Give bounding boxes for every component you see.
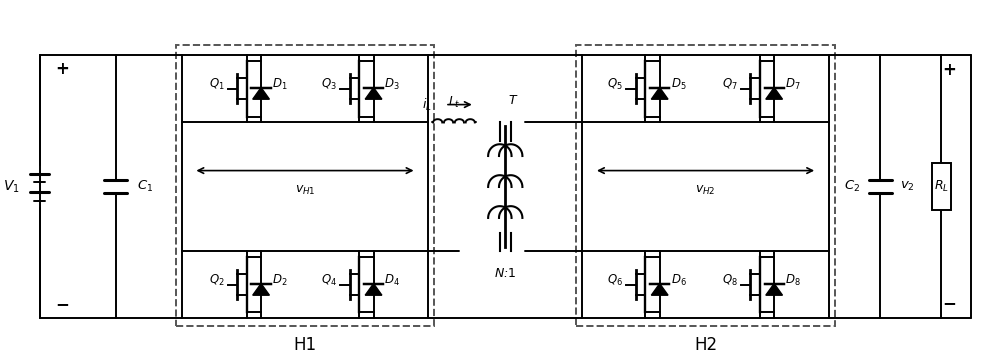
Text: $D_7$: $D_7$ [785,77,801,92]
Text: $v_{H1}$: $v_{H1}$ [295,184,315,197]
Text: $D_4$: $D_4$ [384,273,400,288]
Text: +: + [55,60,69,78]
Bar [932,163,951,210]
Text: $R_L$: $R_L$ [934,179,949,194]
Text: $D_2$: $D_2$ [272,273,287,288]
Text: $D_8$: $D_8$ [785,273,801,288]
Text: $N$:$1$: $N$:$1$ [494,267,516,280]
Polygon shape [766,284,782,295]
Text: $Q_3$: $Q_3$ [321,77,337,92]
Text: $Q_6$: $Q_6$ [607,273,623,288]
Text: $Q_4$: $Q_4$ [321,273,337,288]
Polygon shape [365,88,382,99]
Text: $L_t$: $L_t$ [448,95,460,110]
Text: +: + [942,61,956,79]
Polygon shape [651,88,668,99]
Text: $D_3$: $D_3$ [384,77,400,92]
Polygon shape [365,284,382,295]
Polygon shape [253,284,269,295]
Text: $v_{H2}$: $v_{H2}$ [695,184,716,197]
Text: H2: H2 [694,336,717,354]
Polygon shape [766,88,782,99]
Bar [176,45,434,326]
Bar [576,45,835,326]
Text: $Q_1$: $Q_1$ [209,77,225,92]
Polygon shape [651,284,668,295]
Text: $C_1$: $C_1$ [137,179,153,194]
Text: $Q_5$: $Q_5$ [607,77,623,92]
Text: H1: H1 [293,336,317,354]
Text: $Q_8$: $Q_8$ [722,273,738,288]
Text: $V_1$: $V_1$ [3,178,20,195]
Text: $D_1$: $D_1$ [272,77,287,92]
Text: $Q_7$: $Q_7$ [722,77,738,92]
Text: $T$: $T$ [508,94,518,107]
Polygon shape [253,88,269,99]
Text: $D_5$: $D_5$ [671,77,686,92]
Text: −: − [942,294,956,312]
Text: $D_6$: $D_6$ [671,273,686,288]
Text: $v_2$: $v_2$ [900,180,915,193]
Text: $C_2$: $C_2$ [844,179,860,194]
Text: $i_L$: $i_L$ [422,96,432,112]
Text: $Q_2$: $Q_2$ [209,273,225,288]
Text: −: − [55,295,69,313]
